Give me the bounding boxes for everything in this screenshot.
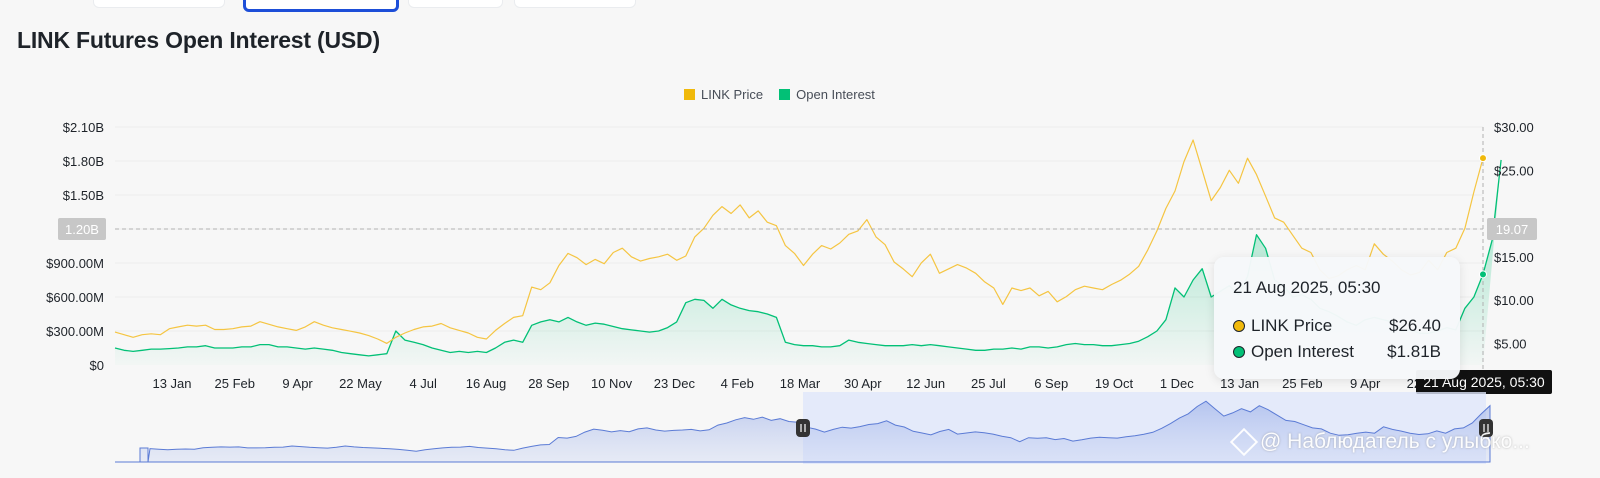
tooltip-value-price: $26.40 bbox=[1389, 316, 1441, 335]
tooltip-value-oi: $1.81B bbox=[1387, 342, 1441, 361]
x-tick-label: 25 Jul bbox=[971, 376, 1006, 391]
chart-tooltip: 21 Aug 2025, 05:30 LINK Price $26.40 Ope… bbox=[1214, 257, 1460, 379]
tab-button-active[interactable] bbox=[243, 0, 399, 12]
x-tick-label: 4 Feb bbox=[721, 376, 754, 391]
x-tick-label: 12 Jun bbox=[906, 376, 945, 391]
crosshair-left-label-bg bbox=[58, 218, 106, 240]
y-left-tick-label: $2.10B bbox=[63, 120, 104, 135]
price-hover-point bbox=[1479, 154, 1487, 163]
legend-label-price: LINK Price bbox=[701, 87, 764, 102]
x-tick-label: 23 Dec bbox=[654, 376, 696, 391]
x-tick-label: 30 Apr bbox=[844, 376, 882, 391]
crosshair-right-label: 19.07 bbox=[1496, 222, 1529, 237]
y-right-tick-label: $15.00 bbox=[1494, 250, 1534, 265]
page-title: LINK Futures Open Interest (USD) bbox=[17, 27, 380, 53]
tooltip-dot-oi bbox=[1233, 346, 1245, 358]
x-tick-label: 16 Aug bbox=[466, 376, 507, 391]
link-price-line bbox=[114, 139, 1484, 344]
chart-legend: LINK Price Open Interest bbox=[684, 87, 875, 102]
x-tick-label: 4 Jul bbox=[409, 376, 437, 391]
y-right-tick-label: $25.00 bbox=[1494, 163, 1534, 178]
y-left-tick-label: $0 bbox=[90, 358, 104, 373]
y-left-tick-label: $1.50B bbox=[63, 188, 104, 203]
watermark-text: @ Наблюдатель с улыбко... bbox=[1260, 430, 1530, 453]
x-tick-label: 1 Dec bbox=[1160, 376, 1194, 391]
y-right-tick-label: $30.00 bbox=[1494, 120, 1534, 135]
tooltip-row-oi: Open Interest $1.81B bbox=[1233, 342, 1441, 362]
tooltip-row-price: LINK Price $26.40 bbox=[1233, 316, 1441, 336]
x-tick-label: 13 Jan bbox=[152, 376, 191, 391]
tooltip-date: 21 Aug 2025, 05:30 bbox=[1233, 278, 1381, 297]
x-tick-label: 9 Apr bbox=[1350, 376, 1381, 391]
y-left-tick-label: $300.00M bbox=[46, 324, 104, 339]
legend-item-oi[interactable]: Open Interest bbox=[779, 87, 875, 102]
tooltip-dot-price bbox=[1233, 320, 1245, 332]
y-right-tick-label: $5.00 bbox=[1494, 336, 1527, 351]
x-tick-label: 25 Feb bbox=[215, 376, 255, 391]
tab-button-4[interactable] bbox=[514, 0, 636, 8]
navigator-right-handle[interactable] bbox=[1479, 419, 1493, 437]
x-tick-label: 18 Mar bbox=[780, 376, 821, 391]
x-tick-label: 13 Jan bbox=[1220, 376, 1259, 391]
legend-item-price[interactable]: LINK Price bbox=[684, 87, 763, 102]
x-tick-label: 10 Nov bbox=[591, 376, 633, 391]
binance-logo-icon bbox=[1229, 427, 1259, 457]
navigator-left-handle[interactable] bbox=[796, 419, 810, 437]
y-left-tick-label: $600.00M bbox=[46, 290, 104, 305]
tooltip-label-price: LINK Price bbox=[1251, 316, 1333, 335]
y-right-tick-label: $10.00 bbox=[1494, 293, 1534, 308]
legend-swatch-price bbox=[684, 89, 695, 100]
crosshair-right-label-bg bbox=[1487, 218, 1537, 240]
x-tick-label: 19 Oct bbox=[1095, 376, 1134, 391]
x-tick-label: 9 Apr bbox=[282, 376, 313, 391]
tab-button-3[interactable] bbox=[408, 0, 503, 8]
x-tick-label: 6 Sep bbox=[1034, 376, 1068, 391]
x-tick-label: 25 Feb bbox=[1282, 376, 1322, 391]
x-tick-label: 28 Sep bbox=[528, 376, 569, 391]
legend-swatch-oi bbox=[779, 89, 791, 100]
legend-label-oi: Open Interest bbox=[796, 87, 875, 102]
tab-button-1[interactable] bbox=[93, 0, 225, 8]
tooltip-label-oi: Open Interest bbox=[1251, 342, 1355, 361]
x-tick-label: 22 May bbox=[339, 376, 382, 391]
oi-hover-point bbox=[1479, 270, 1487, 279]
y-left-tick-label: $1.80B bbox=[63, 154, 104, 169]
watermark: @ Наблюдатель с улыбко... bbox=[1229, 427, 1530, 457]
crosshair-left-label: 1.20B bbox=[65, 222, 99, 237]
y-left-tick-label: $900.00M bbox=[46, 256, 104, 271]
